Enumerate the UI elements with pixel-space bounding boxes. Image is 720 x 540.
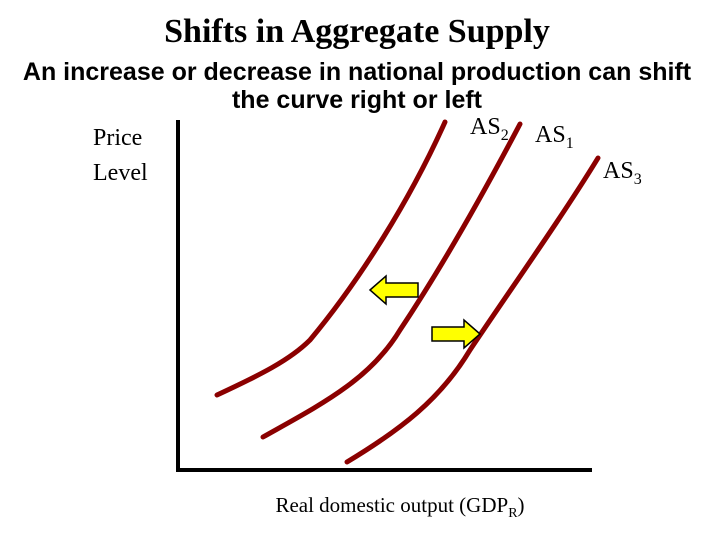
curve-label-text: AS — [535, 122, 566, 148]
curve-label-subscript: 3 — [634, 171, 642, 188]
title: Shifts in Aggregate Supply — [164, 13, 550, 50]
subtitle-line: An increase or decrease in national prod… — [23, 58, 692, 86]
subtitle-line: the curve right or left — [232, 86, 483, 114]
right-arrow — [431, 318, 482, 350]
x-axis-label-text: Real domestic output (GDP — [275, 493, 508, 517]
x-axis-label-subscript: R — [508, 506, 518, 521]
x-axis-label-suffix: ) — [518, 493, 525, 517]
as-curve — [214, 119, 448, 398]
x-axis-label: Real domestic output (GDPR) — [275, 493, 524, 521]
curve-label: AS3 — [603, 158, 642, 188]
curve-label-subscript: 2 — [501, 127, 509, 144]
left-arrow — [368, 274, 419, 306]
as-curve — [260, 121, 523, 440]
y-axis-label: Level — [93, 160, 148, 186]
curve-label-text: AS — [470, 114, 501, 140]
curve-label: AS1 — [535, 122, 574, 152]
curve-label-subscript: 1 — [566, 135, 574, 152]
curve-label-text: AS — [603, 158, 634, 184]
y-axis-label: Price — [93, 125, 142, 151]
curve-label: AS2 — [470, 114, 509, 144]
as-curve — [344, 155, 601, 465]
